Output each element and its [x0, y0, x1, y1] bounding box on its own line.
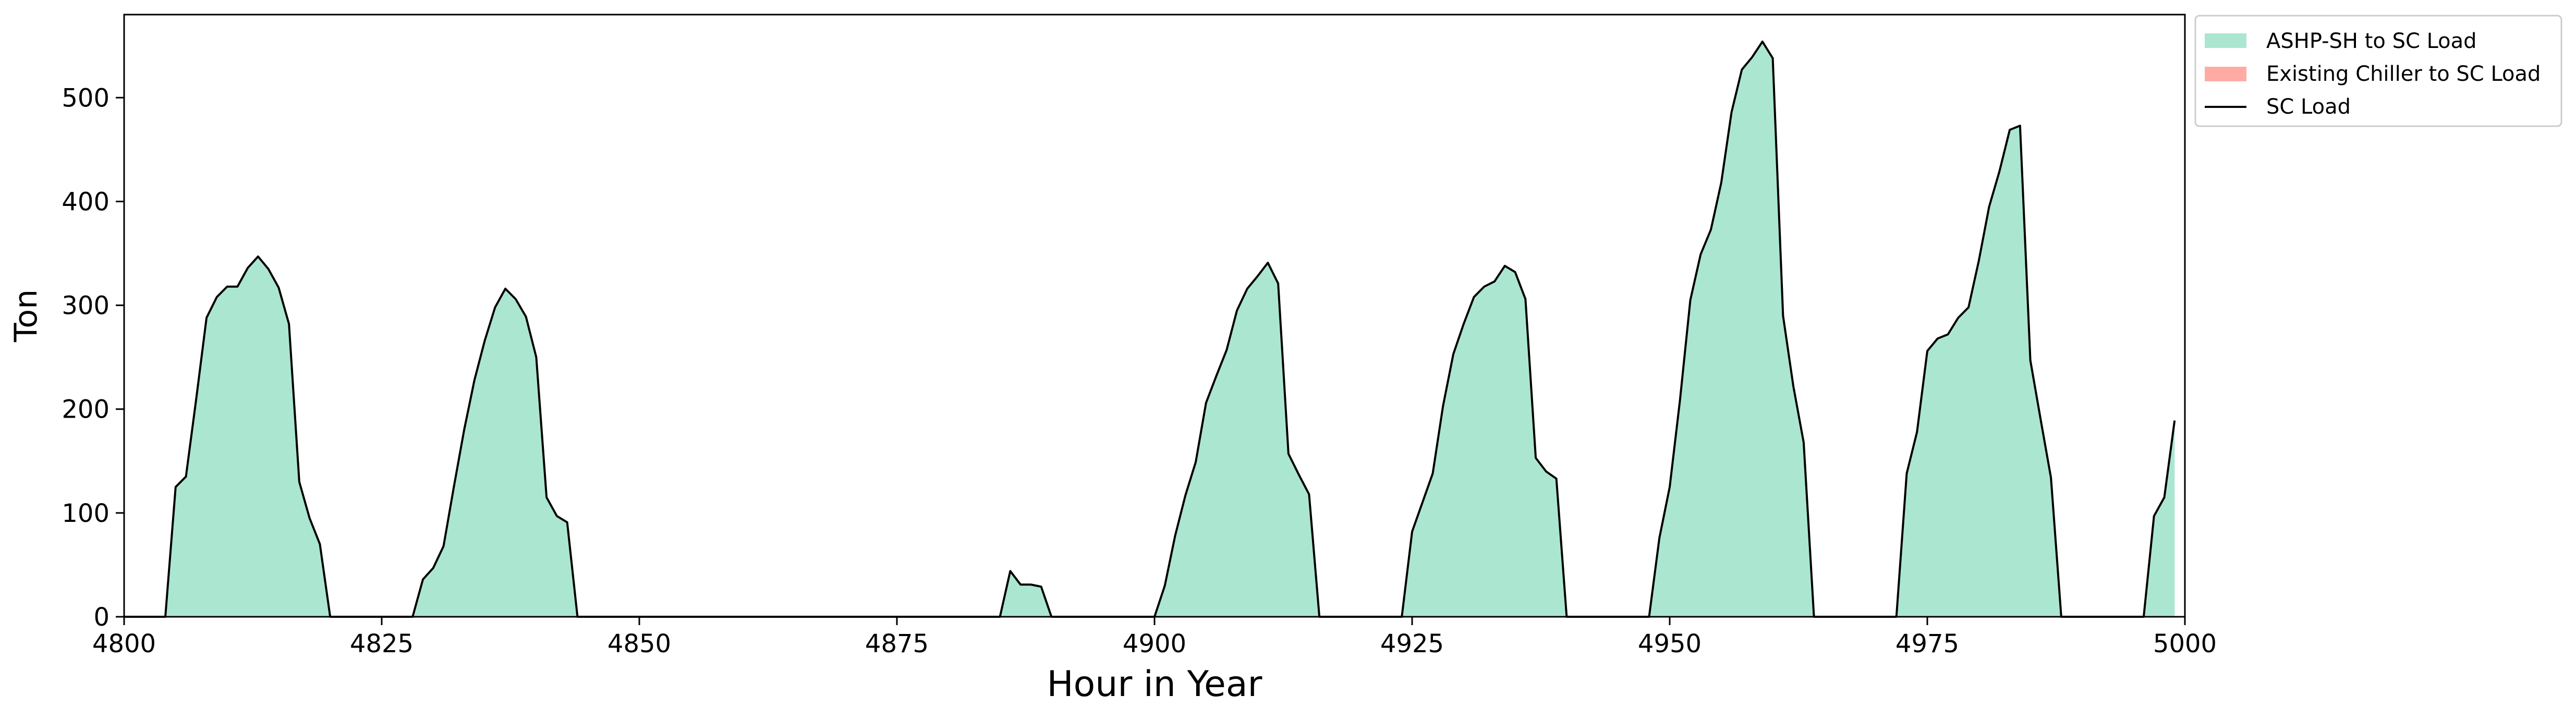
- x-axis-ticks: 4800 4825 4850 4875 4900 4925 4950 4975 5000: [92, 617, 2217, 658]
- y-tick-label: 400: [62, 187, 110, 216]
- legend-label-sc-load: SC Load: [2266, 95, 2351, 119]
- x-tick-label: 4875: [865, 629, 929, 658]
- x-tick-label: 4825: [350, 629, 414, 658]
- x-tick-label: 4800: [92, 629, 156, 658]
- ashp-sh-area: [124, 41, 2175, 617]
- y-axis-label: Ton: [8, 289, 44, 343]
- x-tick-label: 4925: [1380, 629, 1444, 658]
- y-axis-ticks: 0 100 200 300 400 500: [62, 83, 124, 632]
- y-tick-label: 0: [93, 603, 110, 632]
- axes-frame: [123, 14, 2186, 618]
- legend-swatch-ashp: [2205, 33, 2246, 48]
- x-tick-label: 4850: [607, 629, 671, 658]
- y-tick-label: 200: [62, 395, 110, 424]
- x-tick-label: 5000: [2153, 629, 2217, 658]
- legend-frame: [2194, 15, 2562, 127]
- x-axis-label: Hour in Year: [1047, 664, 1262, 705]
- legend-label-existing-chiller: Existing Chiller to SC Load: [2266, 62, 2541, 86]
- x-tick-label: 4950: [1638, 629, 1702, 658]
- legend-swatch-existing-chiller: [2205, 67, 2246, 81]
- legend-label-ashp: ASHP-SH to SC Load: [2266, 29, 2477, 53]
- x-tick-label: 4900: [1123, 629, 1186, 658]
- y-tick-label: 300: [62, 291, 110, 321]
- x-tick-label: 4975: [1895, 629, 1959, 658]
- y-tick-label: 100: [62, 499, 110, 528]
- y-tick-label: 500: [62, 83, 110, 113]
- legend: ASHP-SH to SC Load Existing Chiller to S…: [2194, 15, 2562, 127]
